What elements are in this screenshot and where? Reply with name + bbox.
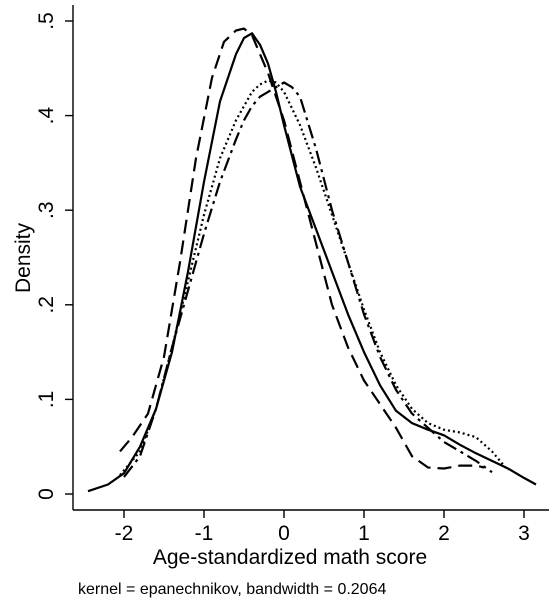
density-series-group [87, 27, 537, 493]
density-line-dashdot [123, 81, 493, 478]
y-tick-label: .3 [35, 201, 58, 219]
x-tick-label: 3 [518, 522, 530, 545]
y-tick-label: .1 [35, 391, 58, 409]
y-tick-label: .5 [35, 12, 58, 30]
y-tick-label: 0 [35, 488, 58, 500]
x-tick-label: -2 [115, 522, 134, 545]
x-tick-label: 1 [358, 522, 370, 545]
x-tick-label: 0 [278, 522, 290, 545]
density-line-dashed [119, 27, 485, 470]
x-axis-ticks: -2 -1 0 1 2 3 [115, 510, 530, 545]
density-line-dotted [119, 79, 509, 476]
y-tick-label: .2 [35, 296, 58, 314]
y-tick-label: .4 [35, 107, 58, 125]
x-tick-label: 2 [438, 522, 450, 545]
y-axis-title: Density [12, 222, 35, 293]
density-line-solid [87, 32, 537, 493]
x-tick-label: -1 [195, 522, 214, 545]
x-axis-title: Age-standardized math score [153, 546, 427, 569]
y-axis-ticks: 0 .1 .2 .3 .4 .5 [35, 12, 73, 500]
kernel-note: kernel = epanechnikov, bandwidth = 0.206… [78, 581, 386, 598]
